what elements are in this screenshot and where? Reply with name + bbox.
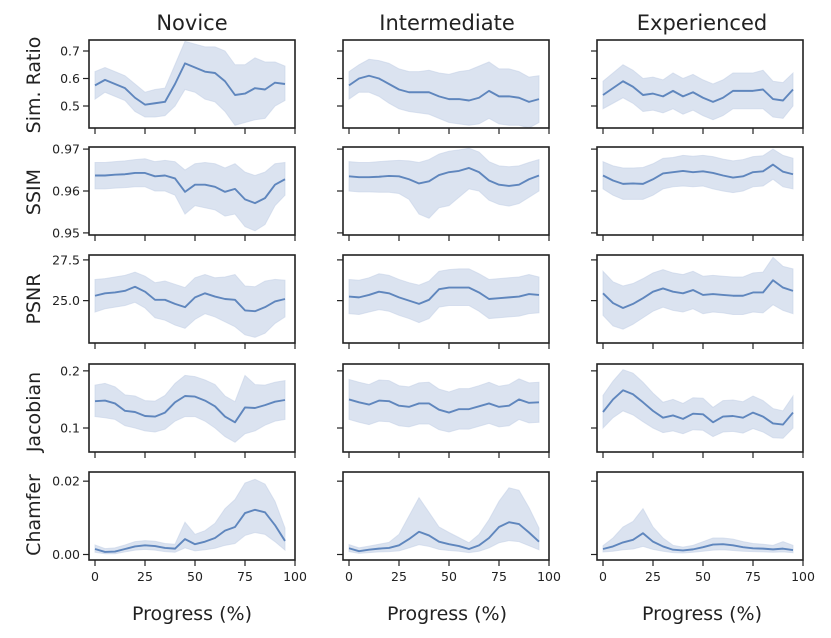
- x-tick-label: 0: [91, 569, 99, 584]
- column-title-intermediate: Intermediate: [379, 11, 515, 35]
- y-tick-label: 27.5: [52, 252, 80, 267]
- y-tick-label: 0.2: [60, 363, 80, 378]
- column-title-experienced: Experienced: [637, 11, 767, 35]
- row-label-chamfer: Chamfer: [23, 474, 45, 556]
- confidence-band-jacobian-novice: [94, 374, 286, 443]
- confidence-band-jacobian-intermediate: [348, 378, 540, 433]
- y-tick-label: 0.96: [52, 184, 80, 199]
- row-label-sim-ratio: Sim. Ratio: [23, 37, 45, 134]
- panel-frame: [342, 363, 550, 453]
- x-tick-label: 25: [645, 569, 661, 584]
- y-tick-label: 0.5: [60, 99, 80, 114]
- panel-frame: [342, 254, 550, 344]
- x-tick-label: 75: [491, 569, 507, 584]
- panel-frame: [88, 254, 296, 344]
- y-tick-label: 0.7: [60, 44, 80, 59]
- mean-line-sim-ratio-intermediate: [348, 74, 540, 103]
- y-tick-label: 0.97: [52, 142, 80, 157]
- mean-line-jacobian-intermediate: [348, 398, 540, 414]
- panel-sim-ratio-novice: 0.5 0.6 0.7: [60, 39, 296, 134]
- y-tick-label: 0.1: [60, 421, 80, 436]
- confidence-band-ssim-experienced: [602, 148, 794, 200]
- mean-line-psnr-intermediate: [348, 286, 540, 305]
- panel-chamfer-intermediate: 0 25 50 75 100: [337, 471, 561, 584]
- mean-line-ssim-intermediate: [348, 166, 540, 187]
- x-tick-label: 0: [345, 569, 353, 584]
- x-tick-label: 75: [745, 569, 761, 584]
- x-tick-label: 100: [283, 569, 307, 584]
- panel-sim-ratio-experienced: [591, 39, 804, 134]
- panel-frame: [342, 39, 550, 129]
- panel-jacobian-intermediate: [337, 363, 550, 458]
- panel-frame: [88, 471, 296, 561]
- y-tick-label: 0.02: [52, 474, 80, 489]
- panel-jacobian-novice: 0.1 0.2: [60, 363, 296, 458]
- panels: 0.50.60.70.950.960.9725.027.50.10.20.000…: [52, 39, 815, 584]
- mean-line-chamfer-intermediate: [348, 521, 540, 553]
- mean-line-jacobian-novice: [94, 395, 286, 424]
- mean-line-ssim-experienced: [602, 163, 794, 185]
- panel-frame: [342, 471, 550, 561]
- mean-line-ssim-novice: [95, 172, 286, 205]
- confidence-band-psnr-novice: [94, 271, 286, 338]
- confidence-band-psnr-intermediate: [348, 268, 540, 324]
- x-tick-label: 25: [391, 569, 407, 584]
- x-axis-label-experienced: Progress (%): [642, 603, 762, 625]
- panel-frame: [596, 363, 804, 453]
- confidence-band-chamfer-experienced: [602, 507, 794, 554]
- mean-line-sim-ratio-novice: [94, 62, 286, 106]
- y-tick-label: 0.95: [52, 225, 80, 240]
- row-label-jacobian: Jacobian: [23, 372, 45, 453]
- x-tick-label: 50: [695, 569, 711, 584]
- panel-frame: [596, 39, 804, 129]
- y-tick-label: 0.00: [52, 547, 80, 562]
- confidence-band-sim-ratio-novice: [94, 40, 286, 126]
- panel-psnr-novice: 25.0 27.5: [52, 252, 296, 349]
- mean-line-chamfer-novice: [94, 508, 286, 553]
- y-tick-label: 25.0: [52, 293, 80, 308]
- confidence-band-ssim-intermediate: [348, 147, 540, 219]
- x-axis-label-novice: Progress (%): [132, 603, 252, 625]
- confidence-band-jacobian-experienced: [602, 369, 794, 439]
- row-label-ssim: SSIM: [23, 169, 45, 215]
- panel-psnr-experienced: [591, 254, 804, 349]
- row-label-psnr: PSNR: [23, 274, 45, 325]
- panel-chamfer-experienced: 0 25 50 75 100: [591, 471, 815, 584]
- column-titles: Novice Intermediate Experienced: [156, 11, 767, 35]
- x-tick-label: 75: [237, 569, 253, 584]
- confidence-band-sim-ratio-experienced: [602, 64, 794, 121]
- confidence-band-chamfer-novice: [94, 478, 286, 555]
- x-tick-label: 100: [791, 569, 815, 584]
- panel-ssim-novice: 0.95 0.96 0.97: [52, 142, 296, 241]
- x-tick-label: 50: [187, 569, 203, 584]
- panel-frame: [88, 363, 296, 453]
- mean-line-psnr-experienced: [602, 279, 794, 309]
- panel-sim-ratio-intermediate: [337, 39, 550, 134]
- panel-frame: [596, 254, 804, 344]
- x-axis-labels: Progress (%) Progress (%) Progress (%): [132, 603, 762, 625]
- confidence-band-sim-ratio-intermediate: [348, 58, 540, 129]
- x-tick-label: 0: [599, 569, 607, 584]
- x-tick-label: 25: [137, 569, 153, 584]
- mean-line-jacobian-experienced: [602, 389, 794, 426]
- x-tick-label: 100: [537, 569, 561, 584]
- y-tick-label: 0.6: [60, 71, 80, 86]
- confidence-band-chamfer-intermediate: [348, 487, 540, 554]
- confidence-band-ssim-novice: [94, 158, 286, 232]
- mean-line-chamfer-experienced: [602, 532, 794, 552]
- panel-ssim-experienced: [591, 146, 804, 241]
- mean-line-sim-ratio-experienced: [602, 80, 794, 103]
- panel-psnr-intermediate: [337, 254, 550, 349]
- row-labels: Sim. Ratio SSIM PSNR Jacobian Chamfer: [23, 37, 45, 556]
- x-axis-label-intermediate: Progress (%): [387, 603, 507, 625]
- panel-jacobian-experienced: [591, 363, 804, 458]
- mean-line-psnr-novice: [94, 285, 286, 313]
- column-title-novice: Novice: [156, 11, 227, 35]
- panel-chamfer-novice: 0.00 0.02 0 25 50 75 100: [52, 471, 307, 584]
- panel-ssim-intermediate: [337, 146, 550, 241]
- x-tick-label: 50: [441, 569, 457, 584]
- panel-frame: [88, 39, 296, 129]
- panel-frame: [596, 471, 804, 561]
